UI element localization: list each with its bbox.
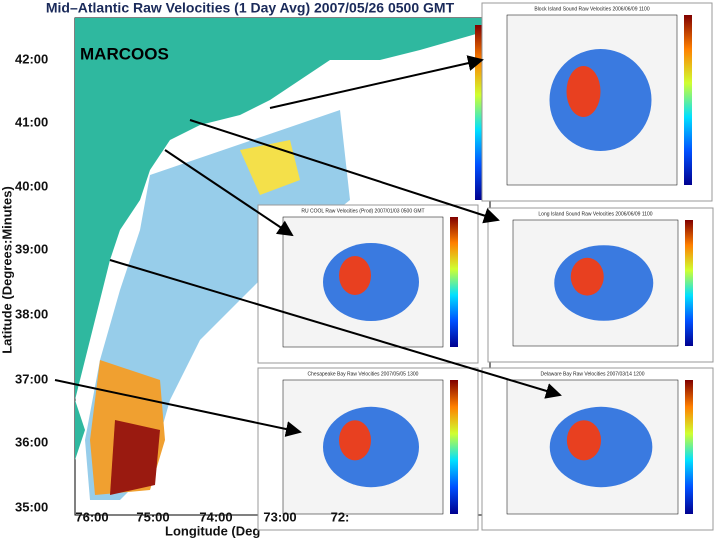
velocity-field: [554, 245, 654, 321]
velocity-core: [566, 420, 602, 461]
y-axis-title: Latitude (Degrees:Minutes): [0, 186, 14, 354]
colorbar: [450, 380, 458, 514]
velocity-core: [339, 420, 371, 461]
x-tick-label: 75:00: [136, 509, 169, 524]
inset-title: RU COOL Raw Velocities (Prod) 2007/01/03…: [301, 208, 424, 214]
x-tick-label: 72:: [331, 509, 350, 524]
y-tick-label: 42:00: [15, 51, 48, 66]
y-tick-label: 35:00: [15, 499, 48, 514]
y-tick-label: 38:00: [15, 306, 48, 321]
x-tick-label: 73:00: [263, 509, 296, 524]
y-tick-label: 36:00: [15, 434, 48, 449]
velocity-field: [323, 243, 419, 321]
colorbar: [685, 380, 693, 514]
y-tick-label: 40:00: [15, 178, 48, 193]
colorbar: [450, 217, 458, 347]
inset-title: Long Island Sound Raw Velocities 2006/06…: [538, 211, 652, 217]
y-tick-label: 37:00: [15, 371, 48, 386]
velocity-core: [570, 257, 604, 296]
velocity-field: [323, 406, 419, 488]
x-tick-label: 74:00: [199, 509, 232, 524]
arrows: [54, 55, 562, 437]
velocity-core: [339, 256, 371, 295]
colorbar: [684, 15, 692, 185]
insets: Block Island Sound Raw Velocities 2006/0…: [257, 2, 714, 531]
inset-title: Chesapeake Bay Raw Velocities 2007/05/05…: [308, 371, 419, 377]
map-title: Mid–Atlantic Raw Velocities (1 Day Avg) …: [46, 0, 455, 16]
y-tick-label: 41:00: [15, 114, 48, 129]
x-axis-title: Longitude (Deg: [165, 523, 260, 538]
map-label: MARCOOS: [80, 44, 169, 63]
inset-title: Block Island Sound Raw Velocities 2006/0…: [534, 6, 649, 12]
velocity-field: [549, 49, 652, 151]
x-tick-label: 76:00: [75, 509, 108, 524]
colorbar: [685, 220, 693, 346]
velocity-core: [566, 66, 601, 117]
inset-title: Delaware Bay Raw Velocities 2007/03/14 1…: [541, 371, 645, 377]
y-tick-label: 39:00: [15, 241, 48, 256]
velocity-field: [549, 406, 653, 488]
